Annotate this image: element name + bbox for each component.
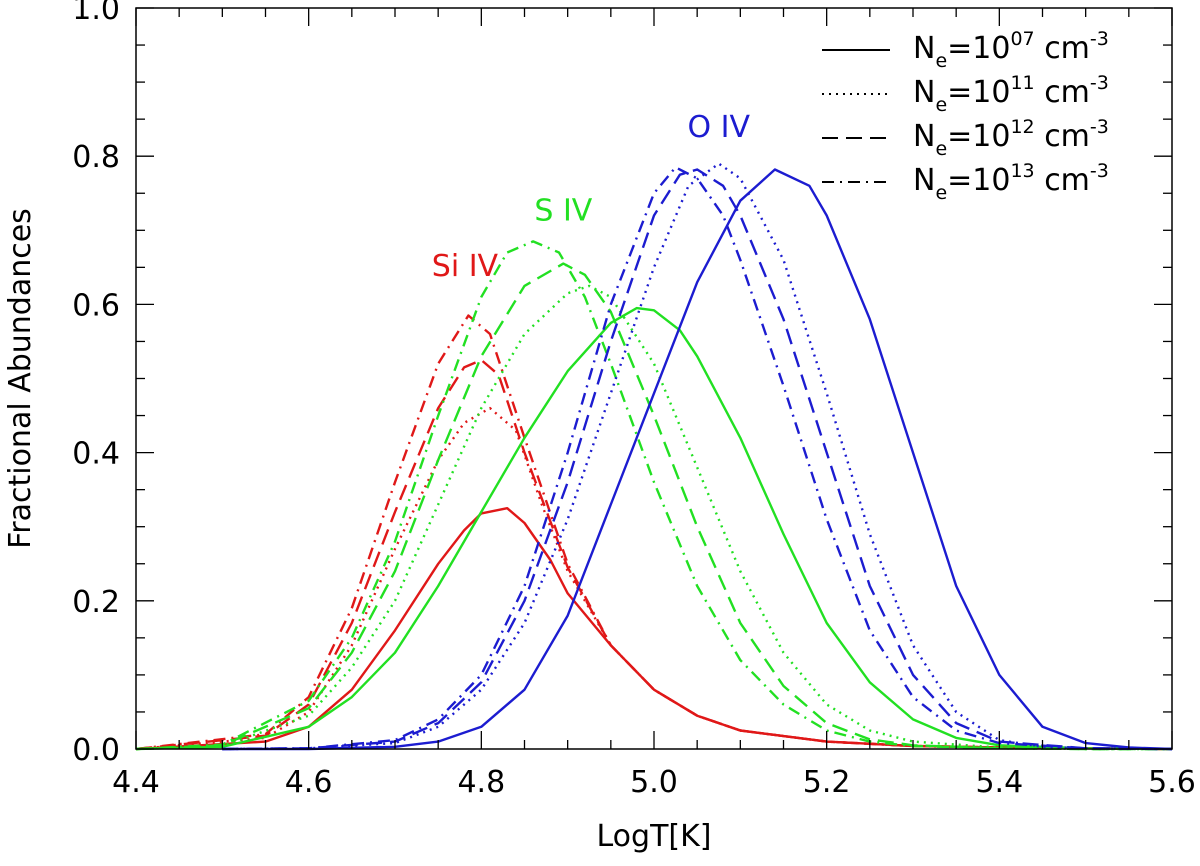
series-line-s-iv-solid xyxy=(135,306,1173,751)
legend-entry-dashdot: Ne=1013 cm-3 xyxy=(913,160,1109,204)
legend-text-part: e xyxy=(935,94,947,116)
y-tick-label: 0.4 xyxy=(72,437,120,472)
legend-text-part: cm xyxy=(1035,31,1090,66)
x-tick-labels: 4.4 4.6 4.8 5.0 5.2 5.4 5.6 xyxy=(112,765,1196,800)
y-tick-labels: 0.0 0.2 0.4 0.6 0.8 1.0 xyxy=(72,0,120,768)
legend-text-part: e xyxy=(935,138,947,160)
legend-text-part: -3 xyxy=(1090,160,1109,182)
legend-text-part: 13 xyxy=(1010,160,1034,182)
x-tick-label: 4.8 xyxy=(457,765,505,800)
legend-text-part: cm xyxy=(1035,75,1090,110)
legend-text-part: cm xyxy=(1035,119,1090,154)
series-line-si-iv-dotted xyxy=(135,406,1173,751)
legend-text-part: N xyxy=(913,119,935,154)
x-tick-label: 5.6 xyxy=(1148,765,1196,800)
y-tick-label: 0.2 xyxy=(72,585,120,620)
x-tick-label: 5.2 xyxy=(803,765,851,800)
ion-label-s-iv: S IV xyxy=(534,194,592,229)
series-layer xyxy=(135,162,1173,751)
legend-text-part: -3 xyxy=(1090,116,1109,138)
series-line-s-iv-dashed xyxy=(135,262,1172,751)
legend-text-part: =10 xyxy=(947,119,1010,154)
legend-text-part: =10 xyxy=(947,31,1010,66)
legend-entry-solid: Ne=1007 cm-3 xyxy=(913,28,1109,72)
legend-entry-dashed: Ne=1012 cm-3 xyxy=(913,116,1109,160)
legend-text-part: e xyxy=(935,182,947,204)
series-line-o-iv-dotted xyxy=(222,162,1173,751)
x-tick-label: 4.6 xyxy=(285,765,333,800)
series-line-si-iv-dashdot xyxy=(135,314,1173,751)
legend-text-part: 11 xyxy=(1010,72,1034,94)
series-line-o-iv-dashdot xyxy=(222,166,1173,751)
x-tick-label: 5.4 xyxy=(975,765,1023,800)
x-axis-label: LogT[K] xyxy=(597,819,712,854)
x-tick-label: 5.0 xyxy=(630,765,678,800)
y-axis-label: Fractional Abundances xyxy=(3,208,38,549)
series-line-o-iv-solid xyxy=(222,168,1173,751)
series-line-o-iv-dashed xyxy=(222,168,1173,751)
x-tick-label: 4.4 xyxy=(112,765,160,800)
y-tick-label: 0.8 xyxy=(72,140,120,175)
legend: Ne=1007 cm-3Ne=1011 cm-3Ne=1012 cm-3Ne=1… xyxy=(822,28,1109,204)
legend-text-part: 12 xyxy=(1010,116,1034,138)
legend-text-part: N xyxy=(913,31,935,66)
ion-labels: Si IV S IV O IV xyxy=(432,110,751,284)
axis-ticks xyxy=(135,7,1173,750)
legend-text-part: N xyxy=(913,75,935,110)
ion-label-si-iv: Si IV xyxy=(432,249,499,284)
series-line-s-iv-dashdot xyxy=(135,240,1172,751)
legend-text-part: N xyxy=(913,163,935,198)
y-tick-label: 0.6 xyxy=(72,288,120,323)
legend-entry-dotted: Ne=1011 cm-3 xyxy=(913,72,1109,116)
y-tick-label: 0.0 xyxy=(72,733,120,768)
legend-text-part: -3 xyxy=(1090,72,1109,94)
y-tick-label: 1.0 xyxy=(72,0,120,27)
legend-text-part: cm xyxy=(1035,163,1090,198)
series-line-si-iv-solid xyxy=(135,507,1173,751)
legend-text-part: 07 xyxy=(1010,28,1034,50)
legend-text-part: =10 xyxy=(947,163,1010,198)
ion-label-o-iv: O IV xyxy=(687,110,750,145)
legend-text-part: =10 xyxy=(947,75,1010,110)
legend-text-part: -3 xyxy=(1090,28,1109,50)
legend-text-part: e xyxy=(935,50,947,72)
